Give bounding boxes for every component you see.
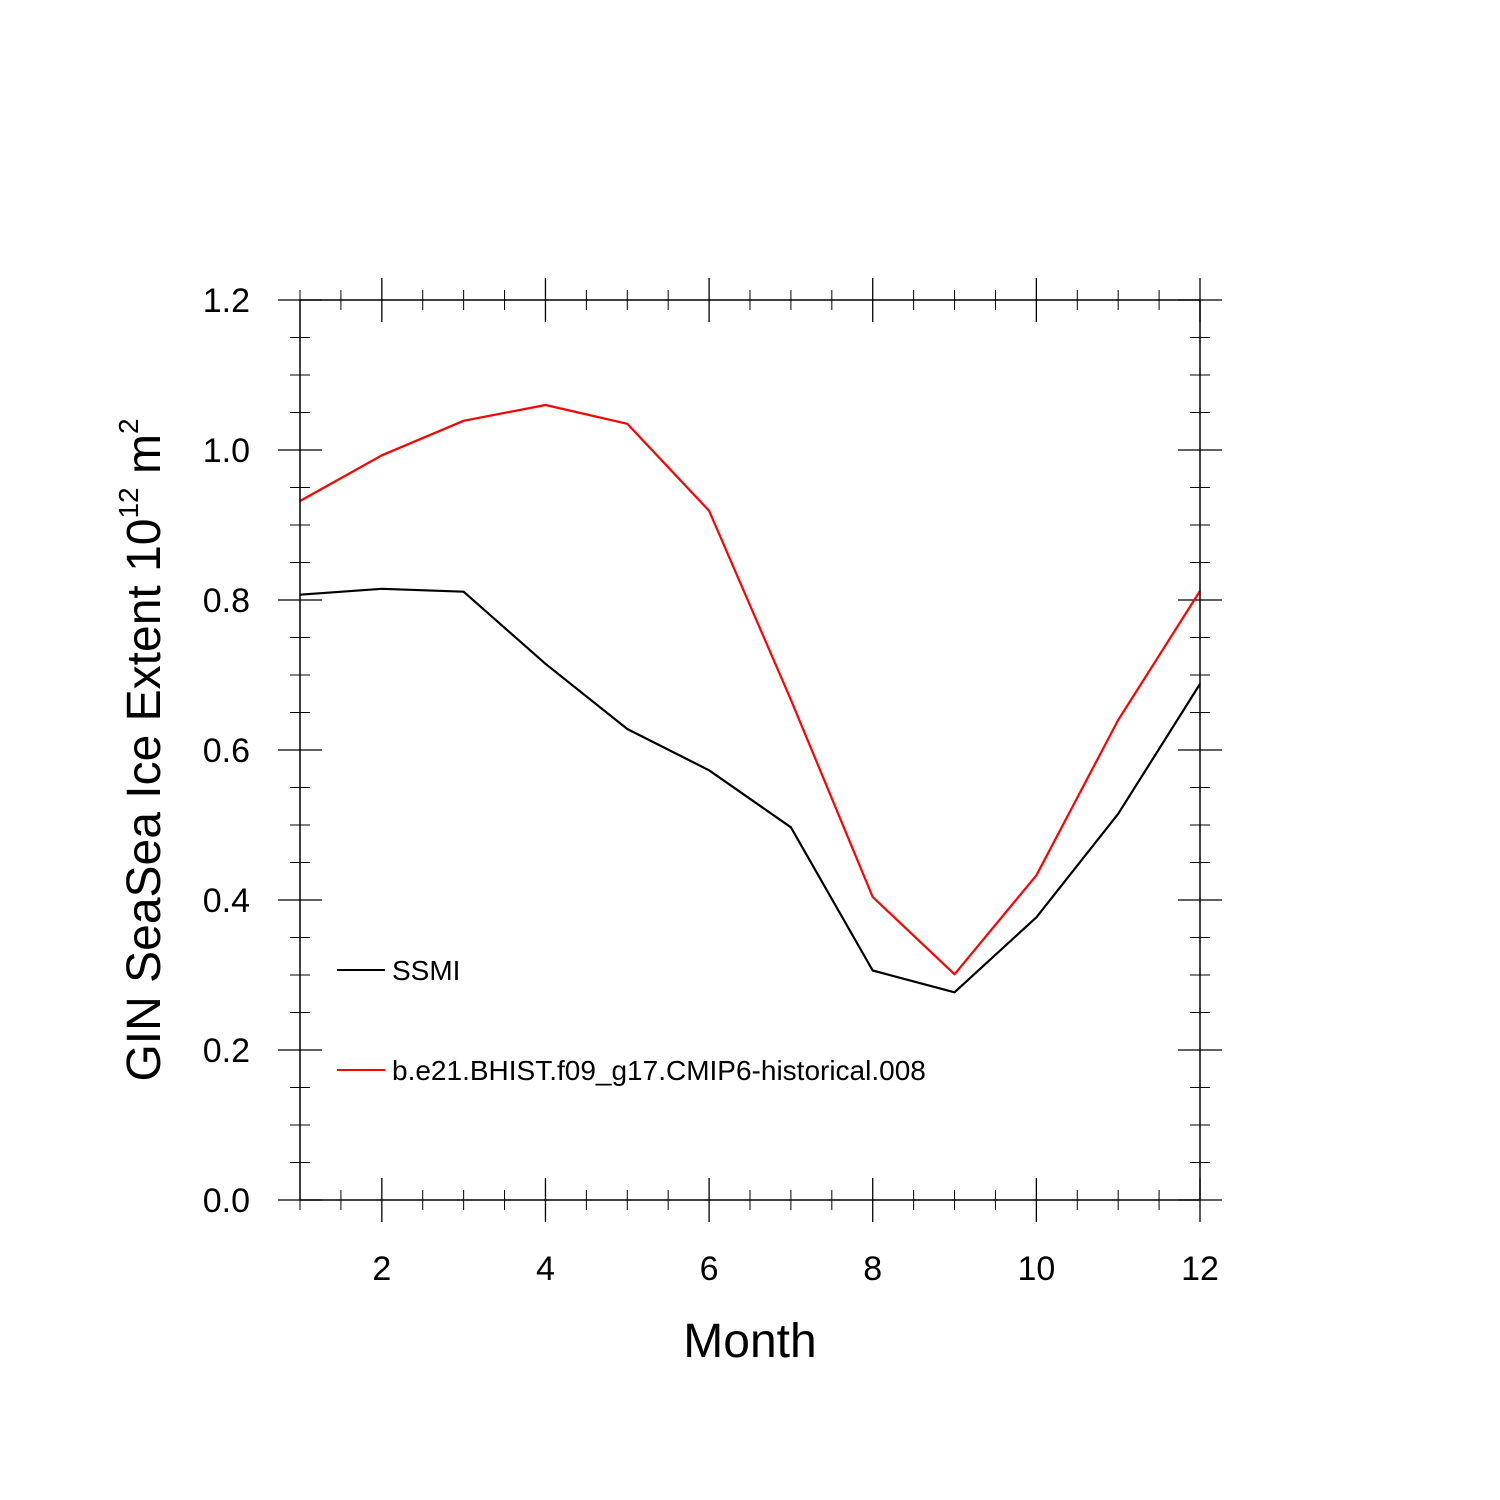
y-tick-labels: 0.0 0.2 0.4 0.6 0.8 1.0 1.2 — [203, 282, 250, 1220]
y-axis-title-prefix: GIN SeaSea Ice Extent 10 — [118, 519, 171, 1082]
x-tick-labels: 2 4 6 8 10 12 — [372, 1250, 1219, 1288]
y-axis-title: GIN SeaSea Ice Extent 1012 m2 — [113, 418, 171, 1081]
x-tick-label-3: 8 — [863, 1250, 882, 1288]
y-tick-label-4: 0.8 — [203, 582, 250, 620]
y-tick-label-3: 0.6 — [203, 732, 250, 770]
y-axis-title-exponent-1: 12 — [113, 487, 144, 518]
legend-label-ssmi: SSMI — [392, 955, 460, 986]
x-tick-label-0: 2 — [372, 1250, 391, 1288]
legend-label-cmip6: b.e21.BHIST.f09_g17.CMIP6-historical.008 — [392, 1055, 926, 1086]
x-tick-label-2: 6 — [700, 1250, 719, 1288]
y-axis-title-unit: m — [118, 434, 171, 487]
series-line-0 — [299, 587, 1201, 994]
y-axis-title-exponent-2: 2 — [113, 418, 144, 434]
series-line-1 — [299, 403, 1201, 976]
x-tick-label-4: 10 — [1017, 1250, 1055, 1288]
y-tick-label-5: 1.0 — [203, 432, 250, 470]
y-tick-label-6: 1.2 — [203, 282, 250, 320]
y-tick-label-1: 0.2 — [203, 1032, 250, 1070]
plot-frame — [299, 299, 1201, 1201]
x-tick-label-1: 4 — [536, 1250, 555, 1288]
y-tick-label-2: 0.4 — [203, 882, 250, 920]
x-axis-title: Month — [683, 1315, 816, 1368]
legend: SSMI b.e21.BHIST.f09_g17.CMIP6-historica… — [337, 955, 926, 1086]
x-tick-label-5: 12 — [1181, 1250, 1219, 1288]
y-tick-label-0: 0.0 — [203, 1182, 250, 1220]
series-lines — [299, 403, 1201, 994]
